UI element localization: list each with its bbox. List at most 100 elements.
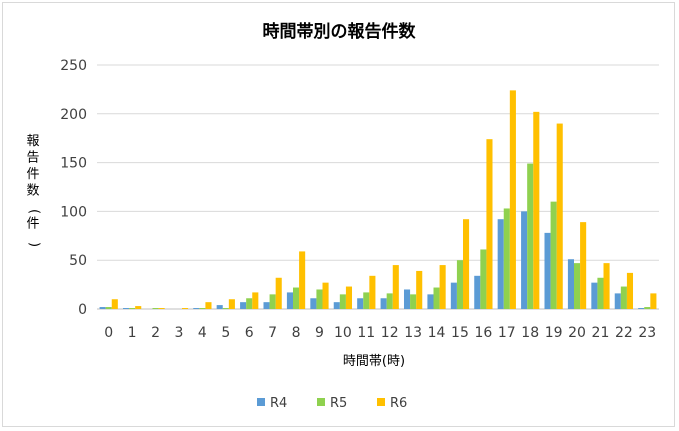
- bar-R5-4: [199, 308, 206, 309]
- y-tick-label: 50: [69, 253, 87, 269]
- y-tick-label: 200: [60, 107, 87, 123]
- y-tick-label: 250: [60, 58, 87, 74]
- bar-R6-18: [533, 111, 540, 310]
- bar-R4-9: [310, 298, 317, 309]
- bar-R5-0: [105, 307, 112, 309]
- bar-R6-20: [580, 222, 587, 309]
- bar-R5-2: [152, 308, 159, 309]
- y-axis-label: 報告件数(件): [26, 134, 41, 247]
- bar-R6-23: [650, 293, 657, 309]
- bar-R6-7: [275, 277, 282, 309]
- x-tick-label: 11: [357, 325, 375, 341]
- bar-R6-3: [182, 308, 189, 309]
- x-tick-label: 21: [592, 325, 610, 341]
- bar-R4-14: [427, 294, 434, 309]
- legend-swatch-R4: [257, 398, 265, 406]
- bar-R6-22: [626, 272, 634, 309]
- y-axis-label-text: 報告件数(件): [26, 134, 41, 247]
- bar-R4-10: [333, 302, 340, 309]
- x-tick-label: 8: [292, 325, 301, 341]
- bar-R5-5: [222, 308, 229, 309]
- x-tick-label: 19: [545, 325, 563, 341]
- legend-label-R6: R6: [390, 396, 407, 411]
- bar-R6-19: [556, 123, 563, 309]
- bar-R6-16: [486, 139, 493, 309]
- bar-R5-14: [433, 287, 440, 309]
- bar-R6-1: [135, 306, 142, 309]
- bar-R5-20: [573, 263, 581, 309]
- bar-R6-15: [463, 219, 470, 309]
- x-tick-label: 13: [404, 325, 422, 341]
- bar-R4-12: [380, 298, 387, 309]
- bar-R5-21: [597, 277, 604, 309]
- bar-R6-10: [345, 286, 353, 309]
- bar-R4-17: [497, 219, 504, 309]
- chart-title: 時間帯別の報告件数: [263, 21, 417, 42]
- bar-R4-21: [591, 282, 598, 309]
- bar-R5-11: [363, 292, 370, 309]
- bar-R6-5: [228, 299, 235, 309]
- bar-R6-17: [509, 90, 516, 309]
- legend-swatch-R5: [317, 398, 325, 406]
- x-tick-label: 20: [568, 325, 586, 341]
- bar-R4-0: [99, 307, 106, 309]
- bar-R6-14: [439, 265, 446, 309]
- bar-R4-19: [544, 232, 551, 309]
- chart-frame: 時間帯別の報告件数 0 50 100 150 200 250 0 1 2 3 4 5 6 7 8 9 10 11…: [2, 2, 675, 427]
- bar-R6-11: [369, 275, 376, 309]
- bar-R5-10: [339, 294, 346, 309]
- x-tick-label: 23: [638, 325, 656, 341]
- bar-R5-18: [527, 163, 534, 309]
- y-tick-label: 100: [60, 204, 87, 220]
- gridlines: [97, 64, 659, 310]
- y-tick-label: 0: [78, 302, 87, 318]
- bar-R5-6: [246, 298, 253, 309]
- x-tick-label: 2: [151, 325, 160, 341]
- bar-R6-6: [252, 292, 259, 309]
- y-tick-label: 150: [60, 156, 87, 172]
- bar-R4-18: [521, 211, 528, 309]
- bar-R4-13: [403, 289, 411, 309]
- bar-R4-11: [357, 298, 364, 309]
- bar-R5-22: [620, 286, 627, 309]
- bar-R4-20: [567, 259, 574, 309]
- x-tick-label: 18: [521, 325, 539, 341]
- bar-R4-5: [216, 305, 223, 309]
- legend-label-R5: R5: [330, 396, 347, 411]
- bar-R4-15: [450, 282, 457, 309]
- x-tick-label: 10: [334, 325, 352, 341]
- x-tick-label: 3: [174, 325, 183, 341]
- bar-R5-17: [503, 208, 510, 309]
- bar-R6-9: [322, 282, 329, 309]
- x-tick-label: 0: [104, 325, 113, 341]
- bar-R6-8: [299, 251, 306, 309]
- bar-R4-4: [193, 308, 200, 309]
- bars: [99, 90, 657, 310]
- bar-R5-1: [129, 308, 136, 309]
- y-axis-ticks: 0 50 100 150 200 250: [60, 58, 87, 318]
- x-tick-label: 4: [198, 325, 207, 341]
- bar-R4-16: [474, 275, 481, 309]
- bar-R5-15: [456, 260, 464, 309]
- bar-R6-13: [416, 270, 423, 309]
- x-axis-ticks: 0 1 2 3 4 5 6 7 8 9 10 11 12 13 14 15 16 17 18 19 20 21 22 23: [104, 325, 656, 341]
- bar-R5-16: [480, 249, 487, 309]
- x-tick-label: 5: [221, 325, 230, 341]
- bar-R4-22: [614, 293, 621, 309]
- bar-R5-13: [410, 294, 417, 309]
- x-tick-label: 15: [451, 325, 469, 341]
- x-tick-label: 17: [498, 325, 516, 341]
- bar-R6-12: [392, 265, 399, 309]
- bar-R4-7: [263, 302, 270, 309]
- x-tick-label: 7: [268, 325, 277, 341]
- x-tick-label: 14: [428, 325, 446, 341]
- x-tick-label: 9: [315, 325, 324, 341]
- bar-R4-8: [286, 292, 293, 309]
- x-tick-label: 1: [128, 325, 137, 341]
- bar-R4-6: [240, 302, 247, 309]
- legend: R4 R5 R6: [257, 396, 407, 411]
- x-tick-label: 16: [474, 325, 492, 341]
- x-axis-label: 時間帯(時): [343, 354, 405, 369]
- x-tick-label: 22: [615, 325, 633, 341]
